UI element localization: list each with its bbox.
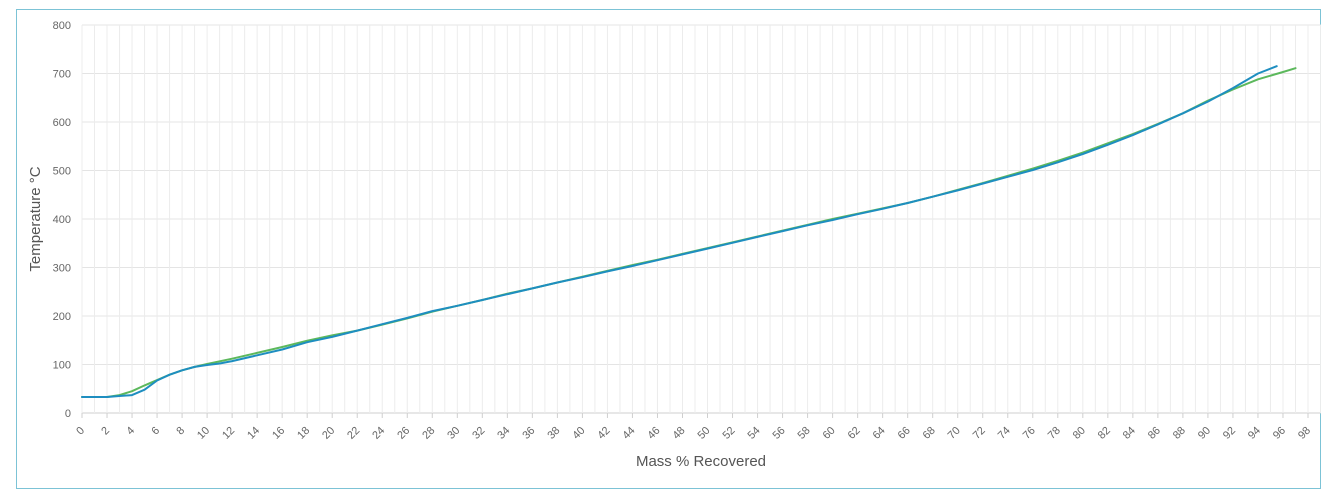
- x-tick-label: 54: [746, 425, 763, 442]
- x-tick-label: 10: [195, 425, 212, 442]
- x-tick-label: 58: [796, 425, 813, 442]
- x-tick-label: 30: [445, 425, 462, 442]
- x-tick-label: 56: [771, 425, 788, 442]
- x-tick-label: 82: [1096, 425, 1113, 442]
- x-tick-label: 36: [520, 425, 537, 442]
- x-tick-label: 70: [946, 425, 963, 442]
- x-tick-label: 62: [846, 425, 863, 442]
- y-tick-label: 500: [53, 166, 71, 178]
- x-tick-label: 8: [174, 425, 187, 438]
- x-tick-label: 24: [370, 425, 387, 442]
- x-tick-label: 26: [395, 425, 412, 442]
- x-tick-label: 2: [99, 425, 112, 438]
- y-tick-label: 0: [65, 408, 71, 420]
- y-tick-label: 300: [53, 263, 71, 275]
- x-tick-label: 44: [620, 425, 637, 442]
- y-axis-title: Temperature °C: [27, 166, 44, 271]
- x-tick-label: 86: [1146, 425, 1163, 442]
- x-tick-label: 22: [345, 425, 362, 442]
- x-tick-label: 64: [871, 425, 888, 442]
- x-tick-label: 32: [470, 425, 487, 442]
- x-tick-label: 74: [996, 425, 1013, 442]
- x-tick-label: 66: [896, 425, 913, 442]
- series-line-2: [81, 65, 1278, 398]
- chart-frame: [16, 9, 1321, 489]
- x-tick-label: 96: [1271, 425, 1288, 442]
- x-tick-label: 52: [721, 425, 738, 442]
- y-tick-label: 100: [53, 360, 71, 372]
- series-lines: [81, 65, 1297, 398]
- x-tick-label: 18: [295, 425, 312, 442]
- grid-lines: [81, 24, 1322, 414]
- x-tick-label: 46: [645, 425, 662, 442]
- x-tick-label: 78: [1046, 425, 1063, 442]
- x-tick-label: 16: [270, 425, 287, 442]
- x-axis-title: Mass % Recovered: [636, 453, 766, 470]
- x-tick-label: 68: [921, 425, 938, 442]
- y-tick-label: 200: [53, 311, 71, 323]
- x-tick-label: 20: [320, 425, 337, 442]
- x-tick-label: 38: [545, 425, 562, 442]
- series-line-1: [81, 67, 1297, 398]
- x-tick-label: 72: [971, 425, 988, 442]
- x-tick-label: 12: [220, 425, 237, 442]
- x-tick-label: 80: [1071, 425, 1088, 442]
- x-tick-label: 48: [670, 425, 687, 442]
- y-tick-label: 800: [53, 20, 71, 32]
- y-axis-ticks: 0 100 200 300 400 500 600 700 800: [53, 20, 71, 420]
- x-tick-label: 28: [420, 425, 437, 442]
- x-tick-label: 0: [74, 425, 87, 438]
- x-tick-label: 76: [1021, 425, 1038, 442]
- x-tick-label: 94: [1246, 425, 1263, 442]
- x-tick-label: 6: [149, 425, 162, 438]
- x-tick-label: 14: [245, 425, 262, 442]
- x-tick-label: 40: [570, 425, 587, 442]
- x-tick-label: 50: [695, 425, 712, 442]
- x-tick-label: 60: [821, 425, 838, 442]
- x-tick-label: 34: [495, 425, 512, 442]
- y-tick-label: 400: [53, 214, 71, 226]
- x-tick-label: 90: [1196, 425, 1213, 442]
- x-tick-label: 88: [1171, 425, 1188, 442]
- x-tick-label: 92: [1221, 425, 1238, 442]
- x-tick-label: 4: [124, 425, 137, 438]
- x-tick-label: 98: [1296, 425, 1313, 442]
- x-axis-ticks: 0 2 4 6 8 10 12 14 16 18 20 22 24 26 28 30 32 34 36 38 40 42 4…: [74, 413, 1313, 442]
- x-tick-label: 42: [595, 425, 612, 442]
- x-tick-label: 84: [1121, 425, 1138, 442]
- y-tick-label: 700: [53, 69, 71, 81]
- y-tick-label: 600: [53, 117, 71, 129]
